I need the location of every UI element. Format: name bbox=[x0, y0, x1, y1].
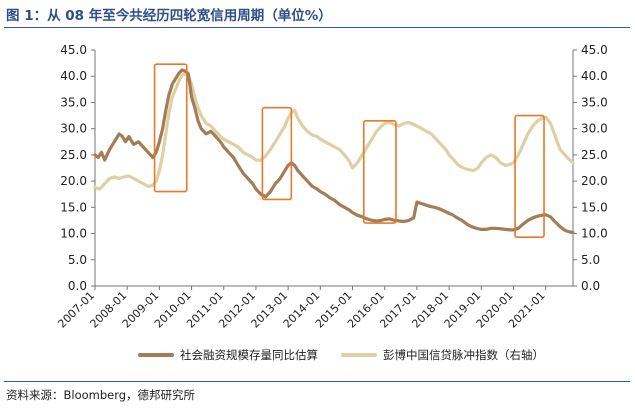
legend: 社会融资规模存量同比估算 彭博中国信贷脉冲指数（右轴） bbox=[138, 348, 544, 362]
y-tick-label-left: 45.0 bbox=[60, 43, 87, 57]
chart-title: 图 1：从 08 年至今共经历四轮宽信用周期（单位%） bbox=[6, 8, 332, 24]
y-tick-label-left: 35.0 bbox=[60, 95, 87, 109]
y-tick-label-right: 25.0 bbox=[581, 148, 608, 162]
y-tick-label-right: 15.0 bbox=[581, 200, 608, 214]
highlight-layer bbox=[153, 63, 545, 239]
series-line-afre bbox=[93, 68, 575, 235]
y-tick-label-left: 30.0 bbox=[60, 122, 87, 136]
axes-layer bbox=[91, 49, 577, 290]
y-tick-label-left: 5.0 bbox=[68, 253, 87, 267]
highlight-box bbox=[261, 106, 293, 201]
y-tick-label-right: 20.0 bbox=[581, 174, 608, 188]
y-tick-label-right: 5.0 bbox=[581, 253, 600, 267]
header-rule bbox=[4, 27, 630, 28]
legend-item-afre-label: 社会融资规模存量同比估算 bbox=[180, 348, 318, 362]
tick-labels-layer: 0.0 5.0 10.0 15.0 20.0 25.0 30.0 35.0 40.0 45.0 0.… bbox=[55, 43, 607, 331]
y-tick-label-left: 25.0 bbox=[60, 148, 87, 162]
y-tick-label-right: 30.0 bbox=[581, 122, 608, 136]
y-tick-label-left: 15.0 bbox=[60, 200, 87, 214]
highlight-box bbox=[514, 114, 545, 239]
y-tick-label-right: 35.0 bbox=[581, 95, 608, 109]
y-tick-label-right: 45.0 bbox=[581, 43, 608, 57]
y-tick-label-left: 10.0 bbox=[60, 227, 87, 241]
y-tick-label-right: 0.0 bbox=[581, 279, 600, 293]
y-tick-label-left: 20.0 bbox=[60, 174, 87, 188]
line-chart: 0.0 5.0 10.0 15.0 20.0 25.0 30.0 35.0 40.0 45.0 0.… bbox=[55, 43, 607, 362]
series-line-credit-impulse bbox=[93, 72, 575, 191]
highlight-box bbox=[153, 63, 188, 193]
legend-item-credit-impulse-label: 彭博中国信贷脉冲指数（右轴） bbox=[383, 348, 544, 362]
highlight-box bbox=[362, 120, 397, 224]
y-tick-label-left: 0.0 bbox=[68, 279, 87, 293]
series-layer bbox=[93, 68, 575, 235]
source-note: 资料来源：Bloomberg，德邦研究所 bbox=[6, 388, 196, 402]
y-tick-label-right: 40.0 bbox=[581, 69, 608, 83]
y-tick-label-left: 40.0 bbox=[60, 69, 87, 83]
footer-rule bbox=[4, 381, 630, 382]
y-tick-label-right: 10.0 bbox=[581, 227, 608, 241]
